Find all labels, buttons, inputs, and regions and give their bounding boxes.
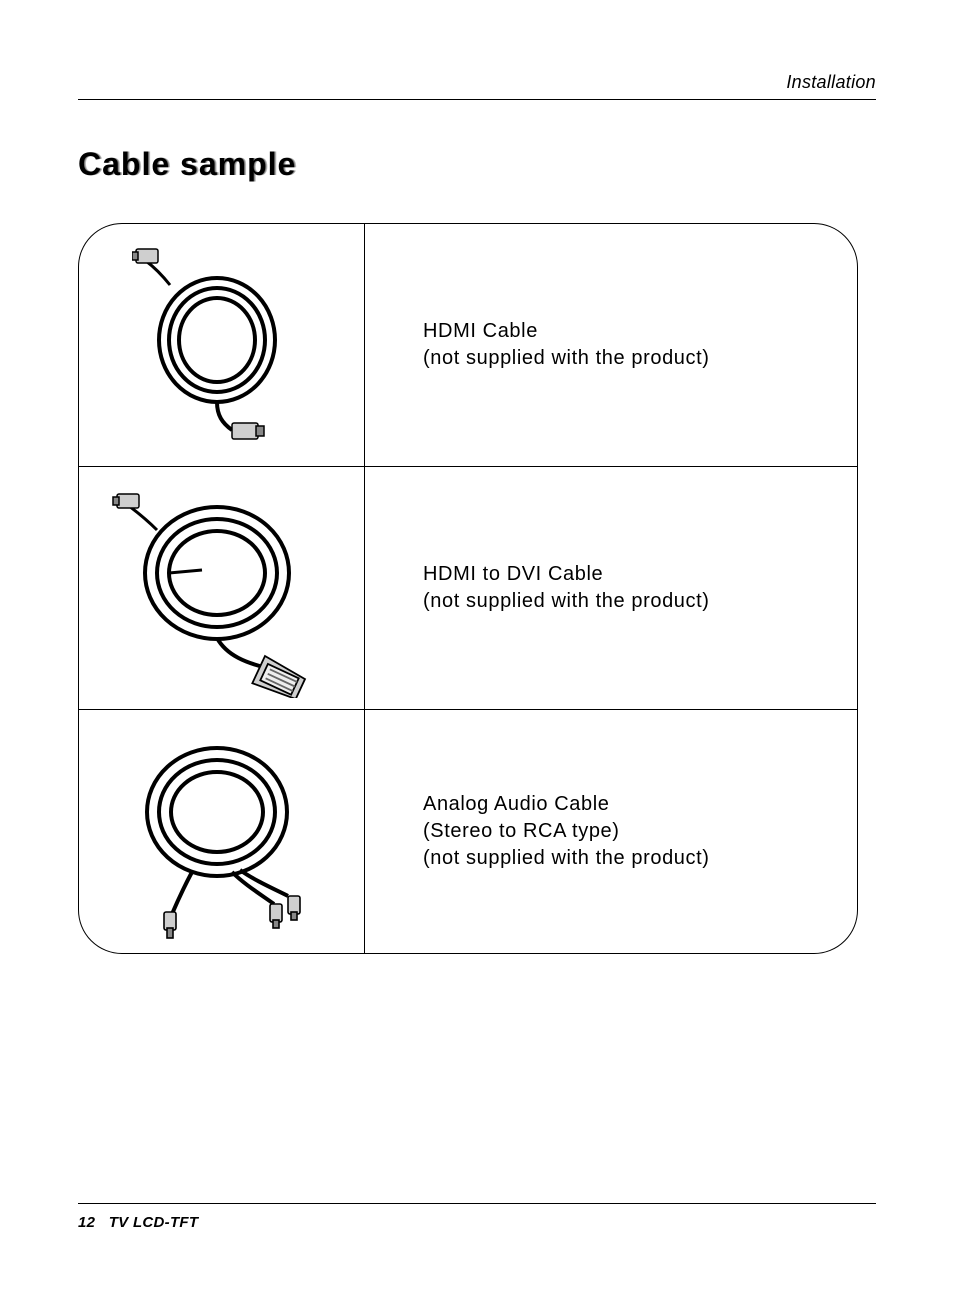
cable-image-hdmi-dvi <box>79 467 365 709</box>
cable-desc-audio: Analog Audio Cable (Stereo to RCA type) … <box>365 710 857 953</box>
section-title: Cable sample <box>78 146 876 183</box>
manual-page: Installation Cable sample <box>0 0 954 1294</box>
cable-image-hdmi <box>79 224 365 466</box>
cable-row-hdmi-dvi: HDMI to DVI Cable (not supplied with the… <box>79 467 857 710</box>
hdmi-dvi-cable-icon <box>107 478 337 698</box>
cable-name: HDMI Cable <box>423 318 837 345</box>
hdmi-cable-icon <box>132 245 312 445</box>
cable-desc-hdmi-dvi: HDMI to DVI Cable (not supplied with the… <box>365 467 857 709</box>
footer-product-line: TV LCD-TFT <box>109 1214 199 1231</box>
header-section-label: Installation <box>786 72 876 92</box>
audio-cable-icon <box>112 722 332 942</box>
cable-table: HDMI Cable (not supplied with the produc… <box>78 223 858 954</box>
cable-name: Analog Audio Cable <box>423 791 837 818</box>
page-footer: 12 TV LCD-TFT <box>78 1203 876 1232</box>
cable-row-audio: Analog Audio Cable (Stereo to RCA type) … <box>79 710 857 953</box>
cable-image-audio <box>79 710 365 953</box>
cable-note: (not supplied with the product) <box>423 588 837 615</box>
cable-name: HDMI to DVI Cable <box>423 561 837 588</box>
page-header-rule: Installation <box>78 72 876 100</box>
cable-note: (not supplied with the product) <box>423 845 837 872</box>
footer-text: 12 TV LCD-TFT <box>78 1214 198 1231</box>
cable-note: (not supplied with the product) <box>423 345 837 372</box>
footer-page-number: 12 <box>78 1214 95 1231</box>
cable-desc-hdmi: HDMI Cable (not supplied with the produc… <box>365 224 857 466</box>
cable-sub: (Stereo to RCA type) <box>423 818 837 845</box>
cable-row-hdmi: HDMI Cable (not supplied with the produc… <box>79 224 857 467</box>
